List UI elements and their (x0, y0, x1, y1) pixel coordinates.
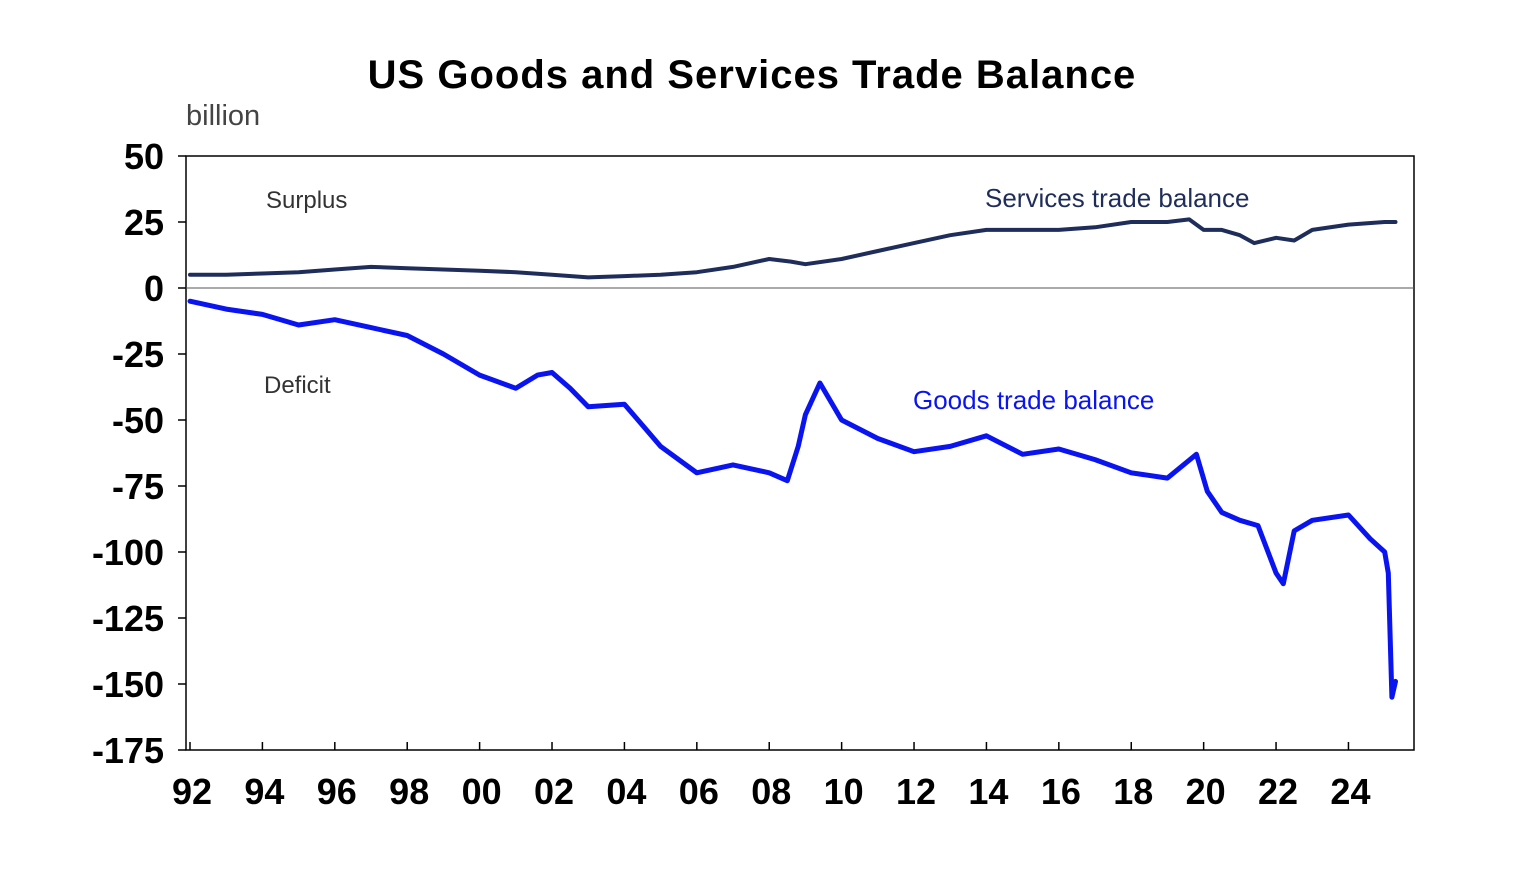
y-tick-label: -100 (92, 532, 164, 573)
x-tick-label: 12 (896, 771, 936, 812)
services-trade-balance-line (188, 217, 1398, 280)
y-tick-label: -175 (92, 730, 164, 771)
services-series-label: Services trade balance (985, 183, 1249, 213)
y-tick-label: -125 (92, 598, 164, 639)
y-tick-label: 50 (124, 136, 164, 177)
y-tick-label: 0 (144, 268, 164, 309)
x-tick-label: 94 (244, 771, 284, 812)
y-axis: 50 25 0 -25 -50 -75 -100 -125 -150 -175 (92, 136, 186, 771)
y-tick-label: -75 (112, 466, 164, 507)
x-tick-label: 22 (1258, 771, 1298, 812)
x-tick-label: 24 (1330, 771, 1370, 812)
y-tick-label: -25 (112, 334, 164, 375)
x-tick-label: 06 (679, 771, 719, 812)
y-tick-label: -50 (112, 400, 164, 441)
y-tick-label: -150 (92, 664, 164, 705)
y-axis-unit-label: billion (186, 100, 260, 132)
plot-frame (185, 155, 1415, 751)
goods-trade-balance-line (187, 298, 1398, 700)
x-tick-label: 08 (751, 771, 791, 812)
x-tick-label: 16 (1041, 771, 1081, 812)
series-layer (187, 217, 1398, 700)
goods-series-label: Goods trade balance (913, 385, 1154, 415)
x-tick-label: 14 (968, 771, 1008, 812)
x-tick-label: 92 (172, 771, 212, 812)
y-tick-label: 25 (124, 202, 164, 243)
chart-title: US Goods and Services Trade Balance (368, 53, 1137, 97)
surplus-annotation: Surplus (266, 187, 347, 214)
x-tick-label: 04 (606, 771, 646, 812)
x-tick-label: 20 (1186, 771, 1226, 812)
x-tick-label: 10 (824, 771, 864, 812)
x-tick-label: 98 (389, 771, 429, 812)
x-tick-label: 18 (1113, 771, 1153, 812)
x-tick-label: 00 (462, 771, 502, 812)
x-axis: 92 94 96 98 00 02 04 06 08 10 12 14 16 18 20 22 24 (172, 742, 1370, 812)
x-tick-label: 96 (317, 771, 357, 812)
deficit-annotation: Deficit (264, 372, 331, 399)
x-tick-label: 02 (534, 771, 574, 812)
